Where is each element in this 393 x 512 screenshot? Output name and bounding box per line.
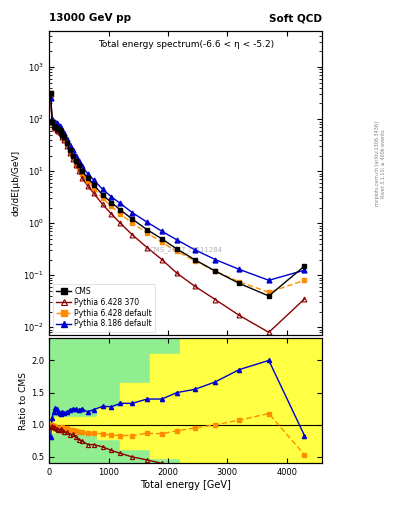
Text: Rivet 3.1.10; ≥ 400k events: Rivet 3.1.10; ≥ 400k events	[381, 130, 386, 198]
Legend: CMS, Pythia 6.428 370, Pythia 6.428 default, Pythia 8.186 default: CMS, Pythia 6.428 370, Pythia 6.428 defa…	[53, 284, 155, 332]
Text: CMS_2017_I1511284: CMS_2017_I1511284	[149, 247, 222, 253]
Text: Soft QCD: Soft QCD	[269, 13, 322, 23]
Text: 13000 GeV pp: 13000 GeV pp	[49, 13, 131, 23]
X-axis label: Total energy [GeV]: Total energy [GeV]	[140, 480, 231, 490]
Text: mcplots.cern.ch [arXiv:1306.3436]: mcplots.cern.ch [arXiv:1306.3436]	[375, 121, 380, 206]
Text: Total energy spectrum(-6.6 < η < -5.2): Total energy spectrum(-6.6 < η < -5.2)	[97, 40, 274, 49]
Y-axis label: dσ/dE[μb/GeV]: dσ/dE[μb/GeV]	[12, 150, 21, 216]
Y-axis label: Ratio to CMS: Ratio to CMS	[19, 372, 28, 430]
